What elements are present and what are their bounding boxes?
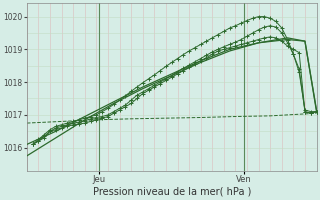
X-axis label: Pression niveau de la mer( hPa ): Pression niveau de la mer( hPa ) [92,187,251,197]
